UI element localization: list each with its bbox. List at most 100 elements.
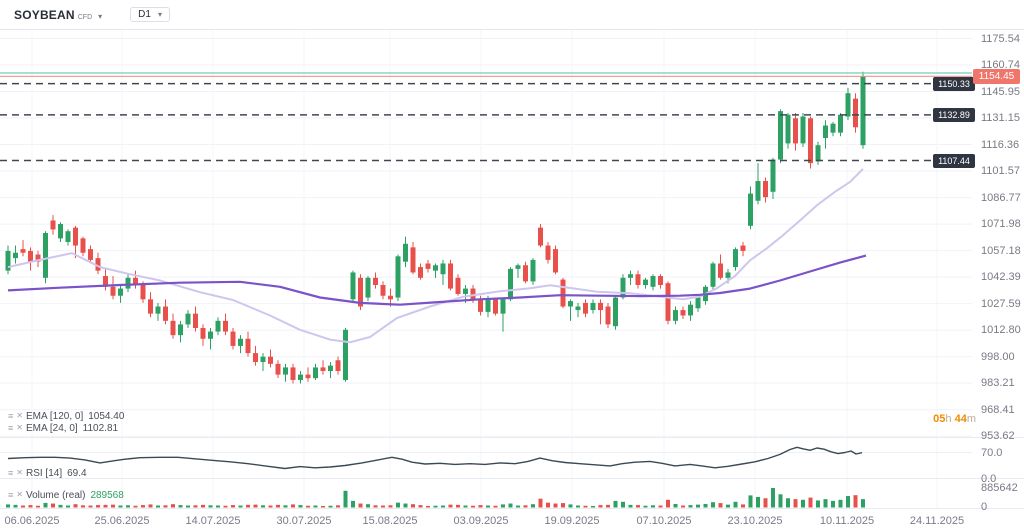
volume-bar: [643, 505, 648, 508]
indicator-settings-icon[interactable]: ≡: [8, 411, 14, 421]
volume-bar: [178, 505, 183, 508]
volume-bar: [238, 505, 243, 508]
candle: [125, 277, 131, 289]
candle: [860, 76, 866, 146]
volume-legend: ≡ ✕ Volume (real) 289568: [8, 489, 124, 501]
candle: [275, 363, 281, 375]
ema-24-line: [7, 168, 864, 344]
candle: [245, 338, 251, 354]
countdown-hours: 05: [933, 413, 946, 425]
indicator-remove-icon[interactable]: ✕: [16, 490, 23, 499]
indicator-remove-icon[interactable]: ✕: [16, 468, 23, 477]
volume-bar: [13, 504, 18, 508]
candle: [830, 123, 836, 133]
volume-bar: [283, 505, 288, 508]
volume-bar: [546, 502, 550, 508]
indicator-label: RSI [14]: [25, 467, 63, 479]
volume-bar: [73, 504, 78, 508]
volume-bar: [771, 488, 775, 508]
volume-bar: [231, 505, 235, 508]
candle: [733, 249, 738, 268]
candle: [740, 245, 746, 251]
volume-bar: [208, 505, 213, 508]
candle: [845, 93, 851, 117]
volume-bar: [118, 505, 123, 508]
indicator-settings-icon[interactable]: ≡: [8, 423, 14, 433]
indicator-remove-icon[interactable]: ✕: [16, 423, 23, 432]
symbol-selector[interactable]: SOYBEAN CFD ▾: [14, 8, 102, 22]
volume-bar: [43, 502, 48, 508]
timeframe-selector[interactable]: D1 ▾: [130, 7, 170, 22]
indicator-remove-icon[interactable]: ✕: [16, 411, 23, 420]
candle: [523, 265, 528, 282]
candle: [320, 367, 326, 372]
ema-120-line: [7, 254, 867, 306]
volume-bar: [156, 505, 160, 508]
volume-bar: [463, 505, 468, 508]
volume-bar: [786, 498, 790, 508]
candle: [418, 267, 423, 278]
candle: [193, 313, 198, 328]
candle: [838, 114, 843, 133]
candle: [440, 263, 446, 275]
candle: [538, 227, 543, 246]
indicator-settings-icon[interactable]: ≡: [8, 490, 14, 500]
candle: [73, 227, 78, 246]
candle: [650, 276, 656, 287]
volume-bar: [96, 505, 100, 508]
volume-bar: [246, 504, 250, 508]
volume-bar: [328, 505, 333, 508]
candle: [358, 277, 363, 307]
volume-bar: [516, 505, 520, 508]
volume-bar: [553, 503, 558, 508]
volume-bar: [838, 499, 843, 508]
volume-bar: [163, 505, 168, 508]
rsi-line: [7, 446, 863, 470]
volume-bar: [126, 505, 130, 508]
volume-bar: [808, 497, 813, 508]
candle: [43, 233, 48, 278]
volume-bar: [276, 504, 280, 508]
volume-bar: [358, 503, 363, 508]
candle: [65, 231, 71, 242]
volume-bar: [411, 504, 415, 508]
volume-bar: [171, 504, 175, 508]
symbol-name: SOYBEAN: [14, 7, 75, 22]
candle: [785, 114, 791, 144]
volume-bar: [336, 505, 340, 508]
candle: [793, 118, 798, 144]
indicator-label: EMA [120, 0]: [25, 410, 84, 422]
chevron-down-icon: ▾: [157, 10, 162, 19]
candle: [545, 245, 551, 260]
volume-bar: [816, 500, 820, 508]
volume-bar: [253, 504, 258, 508]
volume-bar: [861, 499, 865, 508]
volume-bar: [193, 505, 198, 508]
countdown-minutes: 44: [954, 413, 967, 425]
indicator-value: 289568: [90, 489, 124, 501]
candle: [185, 313, 191, 325]
candle: [463, 288, 468, 294]
candle: [853, 98, 858, 128]
candle: [590, 302, 596, 311]
volume-bar: [651, 505, 655, 508]
volume-bar: [111, 504, 115, 508]
candle: [410, 247, 416, 273]
candle: [763, 181, 768, 198]
candle: [95, 258, 101, 271]
candle: [110, 286, 116, 296]
indicator-value: 1054.40: [88, 410, 125, 422]
volume-bar: [741, 504, 745, 508]
candle: [350, 272, 356, 300]
candle: [215, 320, 221, 332]
candle: [455, 277, 461, 294]
volume-bar: [846, 496, 850, 508]
candle: [230, 331, 236, 346]
indicator-settings-icon[interactable]: ≡: [8, 468, 14, 478]
candle: [643, 279, 648, 285]
candle: [725, 272, 731, 278]
volume-bar: [366, 504, 370, 508]
candle: [58, 224, 63, 239]
